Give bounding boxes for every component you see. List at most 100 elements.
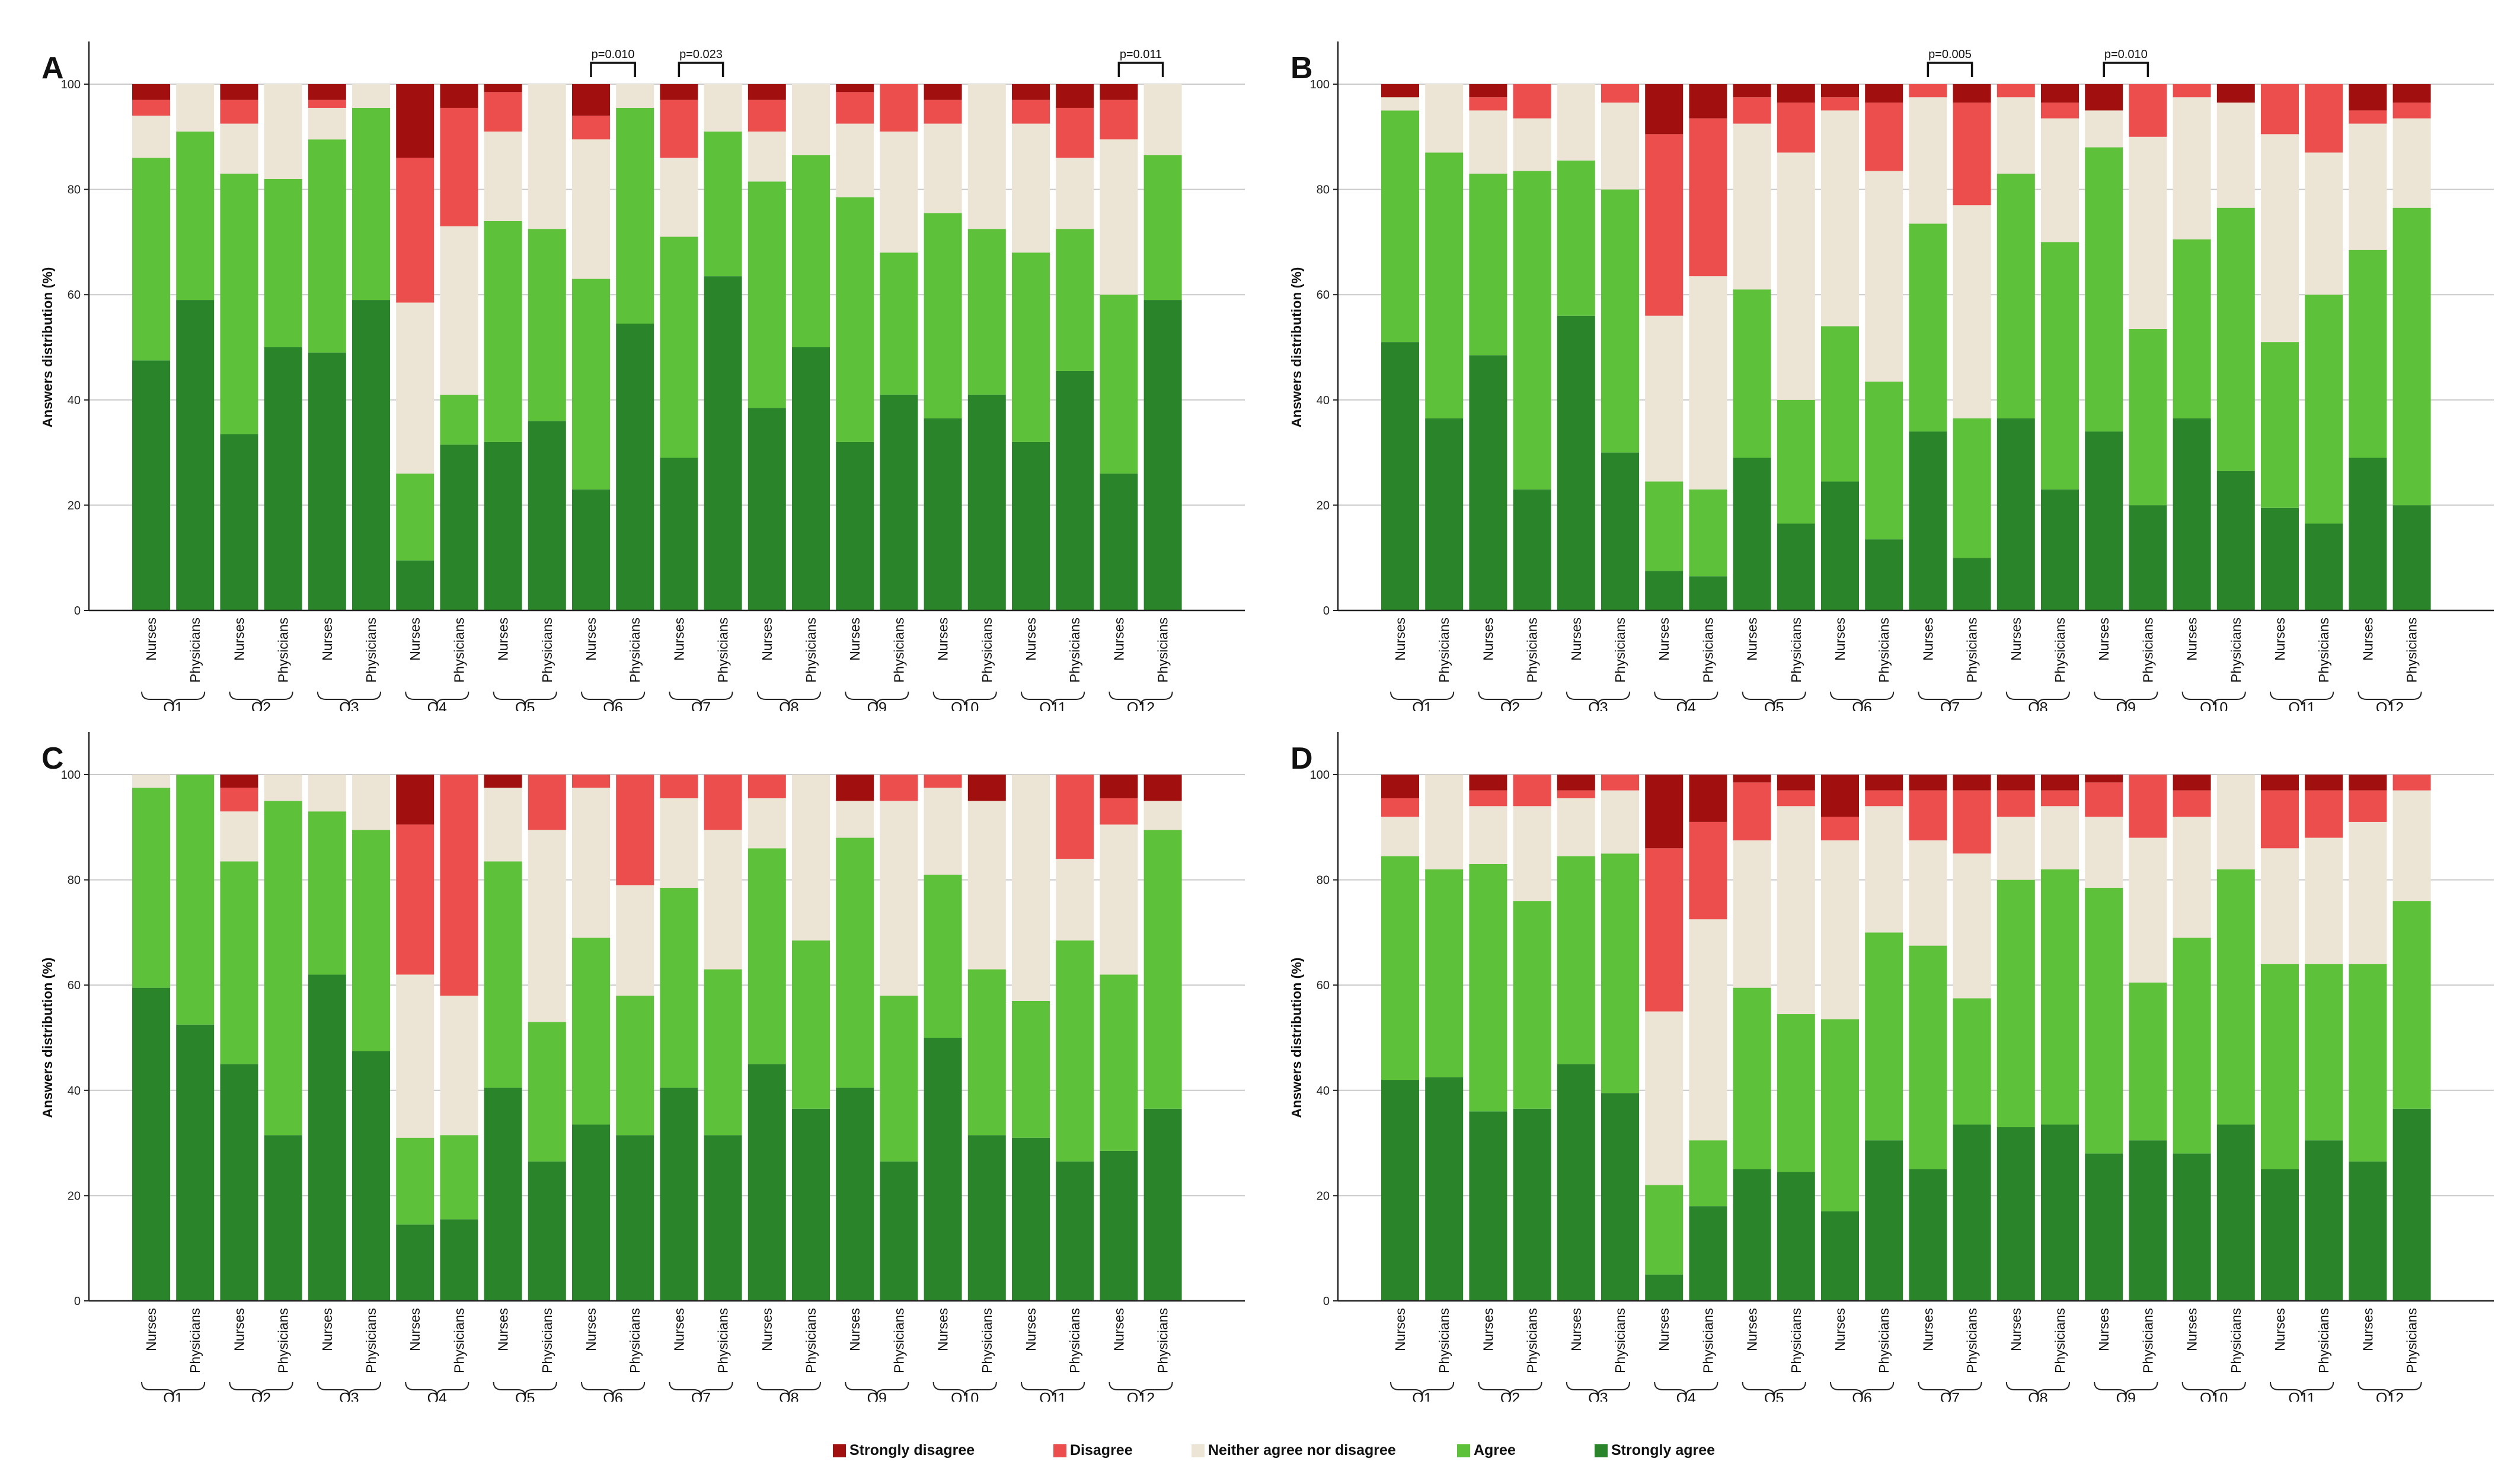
bar-segment-strongly-agree (1143, 1108, 1182, 1301)
question-label: Q3 (1588, 700, 1608, 711)
question-label: Q2 (1500, 700, 1520, 711)
y-tick-label: 40 (68, 1085, 81, 1098)
x-tick-label: Physicians (2316, 618, 2331, 683)
question-label: Q1 (1412, 1390, 1432, 1402)
bar-segment-agree (484, 861, 522, 1088)
x-tick-label: Physicians (803, 1308, 819, 1373)
panel-d-chart: 0 20 40 60 80 100 Answers distribution (%) D Nur… (1289, 732, 2494, 1402)
question-label: Q12 (1127, 700, 1155, 711)
bar-segment-strongly-agree (308, 352, 346, 610)
bar-segment-neither-agree-nor-disagree (264, 775, 302, 801)
bar-segment-agree (1601, 189, 1639, 453)
question-brace (2181, 1381, 2246, 1396)
question-label: Q10 (2200, 1390, 2228, 1402)
question-brace (317, 691, 381, 706)
question-brace (2005, 1381, 2070, 1396)
bar-segment-neither-agree-nor-disagree (1777, 806, 1815, 1015)
bar-segment-neither-agree-nor-disagree (2041, 118, 2079, 242)
bar-segment-agree (1012, 1000, 1050, 1138)
question-label: Q7 (691, 1390, 711, 1402)
bar-segment-strongly-agree (1012, 1137, 1050, 1301)
bar-segment-neither-agree-nor-disagree (1909, 97, 1947, 224)
question-brace (229, 691, 293, 706)
bar-segment-neither-agree-nor-disagree (2129, 136, 2167, 329)
question-brace (2094, 691, 2158, 706)
bar-segment-strongly-agree (352, 300, 390, 611)
y-tick-label: 0 (74, 1295, 81, 1308)
bar-segment-strongly-disagree (484, 84, 522, 92)
bar-segment-agree (2085, 147, 2123, 432)
bar-segment-strongly-agree (616, 324, 654, 610)
bar-segment-neither-agree-nor-disagree (572, 788, 610, 938)
bar-segment-strongly-agree (1733, 458, 1771, 610)
bar-segment-agree (792, 155, 830, 347)
bar-segment-disagree (220, 100, 258, 124)
bar-segment-neither-agree-nor-disagree (1513, 118, 1551, 171)
question-label: Q12 (1127, 1390, 1155, 1402)
x-tick-label: Nurses (143, 1308, 159, 1351)
bar-segment-disagree (748, 775, 786, 798)
bar-segment-neither-agree-nor-disagree (792, 84, 830, 155)
question-brace (1390, 1381, 1455, 1396)
question-brace (845, 691, 909, 706)
bar-segment-strongly-agree (2173, 418, 2211, 610)
bar-segment-neither-agree-nor-disagree (1865, 171, 1903, 382)
significance-bracket (678, 62, 724, 77)
bar-segment-strongly-disagree (1689, 84, 1727, 119)
bar-segment-strongly-agree (1953, 1124, 1991, 1301)
question-label: Q12 (2376, 700, 2404, 711)
question-brace (2270, 691, 2334, 706)
x-tick-label: Nurses (671, 618, 686, 661)
bar-segment-strongly-agree (880, 394, 918, 610)
bar-segment-strongly-agree (396, 560, 435, 610)
bar-segment-strongly-agree (1909, 1169, 1947, 1301)
y-axis-title: Answers distribution (%) (1289, 267, 1304, 428)
bar-segment-strongly-disagree (1557, 775, 1595, 791)
bar-segment-disagree (1469, 790, 1507, 807)
bar-segment-agree (1425, 152, 1464, 418)
bar-segment-agree (2261, 342, 2299, 508)
y-tick-label: 40 (1317, 1085, 1330, 1098)
bar-segment-disagree (880, 84, 918, 132)
bar-segment-agree (1909, 223, 1947, 432)
x-tick-label: Nurses (2272, 1308, 2288, 1351)
y-axis-title: Answers distribution (%) (1289, 958, 1304, 1118)
p-value-label: p=0.010 (592, 48, 635, 61)
bar-segment-strongly-disagree (2261, 775, 2299, 791)
x-tick-label: Nurses (1569, 618, 1584, 661)
x-tick-label: Nurses (2184, 1308, 2200, 1351)
bar-segment-agree (220, 861, 258, 1064)
x-tick-label: Physicians (451, 618, 467, 683)
bar-segment-neither-agree-nor-disagree (1381, 97, 1419, 111)
x-tick-label: Nurses (583, 1308, 599, 1351)
bar-segment-neither-agree-nor-disagree (1056, 859, 1094, 941)
bar-segment-strongly-disagree (1733, 775, 1771, 783)
bar-segment-strongly-agree (1056, 370, 1094, 610)
bar-segment-disagree (1997, 84, 2035, 98)
bar-segment-neither-agree-nor-disagree (704, 84, 742, 132)
bar-segment-disagree (1601, 775, 1639, 791)
x-tick-label: Physicians (539, 618, 555, 683)
question-label: Q10 (951, 700, 979, 711)
bar-segment-disagree (1100, 100, 1138, 140)
bar-segment-strongly-disagree (660, 84, 698, 100)
question-label: Q3 (1588, 1390, 1608, 1402)
bar-segment-neither-agree-nor-disagree (396, 974, 435, 1138)
bar-segment-strongly-agree (1513, 1108, 1551, 1301)
y-tick-label: 40 (1317, 394, 1330, 407)
bar-segment-strongly-disagree (1865, 84, 1903, 103)
x-tick-label: Physicians (2404, 618, 2420, 683)
bar-segment-strongly-agree (1865, 539, 1903, 610)
question-brace (581, 1381, 646, 1396)
bar-segment-neither-agree-nor-disagree (2129, 837, 2167, 983)
p-value-label: p=0.011 (1120, 48, 1162, 61)
y-tick-label: 40 (68, 394, 81, 407)
bar-segment-agree (967, 969, 1006, 1136)
bar-segment-agree (484, 220, 522, 442)
bar-segment-strongly-disagree (572, 84, 610, 116)
bar-segment-agree (2305, 295, 2343, 524)
bar-segment-agree (352, 107, 390, 300)
question-brace (756, 1381, 821, 1396)
bar-segment-neither-agree-nor-disagree (484, 131, 522, 221)
bar-segment-disagree (396, 824, 435, 975)
